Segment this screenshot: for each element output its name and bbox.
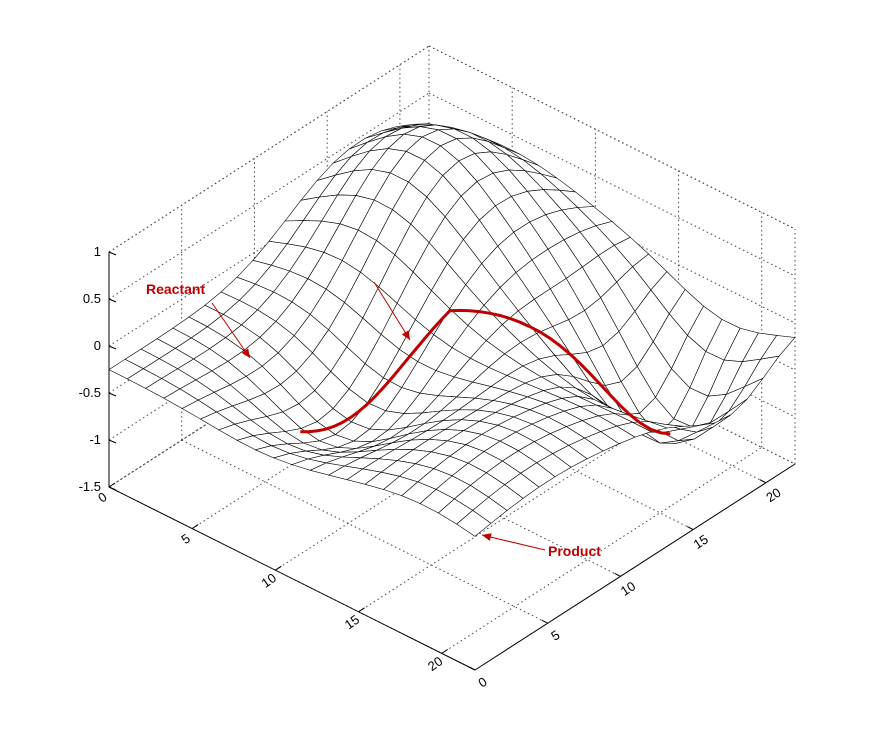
z-tick (108, 345, 117, 350)
y-tick (686, 526, 694, 530)
x-tick-label: 5 (178, 531, 193, 547)
x-tick (108, 482, 116, 488)
x-axis-line (108, 486, 476, 671)
product-arrow (481, 534, 546, 551)
z-tick (108, 251, 117, 256)
surface-mesh (108, 123, 796, 537)
x-tick-label: 10 (259, 570, 279, 591)
y-tick-label: 20 (763, 485, 783, 505)
x-tick (358, 607, 365, 613)
y-tick (614, 572, 621, 577)
reaction-path (300, 308, 671, 436)
surface-cell (456, 510, 492, 537)
product-arrow-head (482, 533, 492, 541)
grid-line (108, 45, 430, 253)
z-tick (108, 486, 117, 491)
x-tick (191, 524, 199, 530)
y-tick-label: 10 (618, 578, 638, 598)
grid-line (108, 92, 430, 300)
z-tick-label: -0.5 (79, 385, 101, 400)
z-tick-label: 1 (94, 244, 101, 259)
product-label: Product (548, 543, 601, 559)
z-tick-label: -1 (89, 432, 101, 447)
x-tick (275, 565, 282, 571)
y-tick (759, 479, 767, 484)
y-tick-label: 5 (548, 627, 562, 644)
grid-line (441, 446, 762, 654)
x-tick-label: 15 (342, 612, 362, 633)
x-tick (441, 648, 449, 654)
z-tick (108, 439, 117, 444)
grid-line (181, 439, 548, 624)
grid-line (428, 45, 796, 230)
annotations: Reactant Product (146, 281, 601, 559)
saddle-arrow (373, 281, 411, 341)
x-tick-label: 20 (425, 653, 445, 674)
y-tick (541, 619, 548, 624)
y-tick (468, 666, 476, 671)
z-tick (108, 392, 117, 397)
grid-line (428, 92, 796, 277)
y-axis-line (474, 463, 796, 671)
z-tick (108, 298, 117, 303)
z-tick-label: 0.5 (83, 291, 101, 306)
reaction-path-line (300, 308, 671, 436)
reactant-arrow-head (241, 348, 250, 358)
reactant-label: Reactant (146, 281, 205, 297)
saddle-arrow-head (401, 330, 410, 340)
z-tick-label: 0 (94, 338, 101, 353)
z-tick-label: -1.5 (79, 479, 101, 494)
y-tick-label: 0 (475, 674, 489, 691)
reactant-arrow (211, 302, 251, 359)
grid-line (358, 405, 679, 613)
y-tick-label: 15 (691, 532, 711, 552)
